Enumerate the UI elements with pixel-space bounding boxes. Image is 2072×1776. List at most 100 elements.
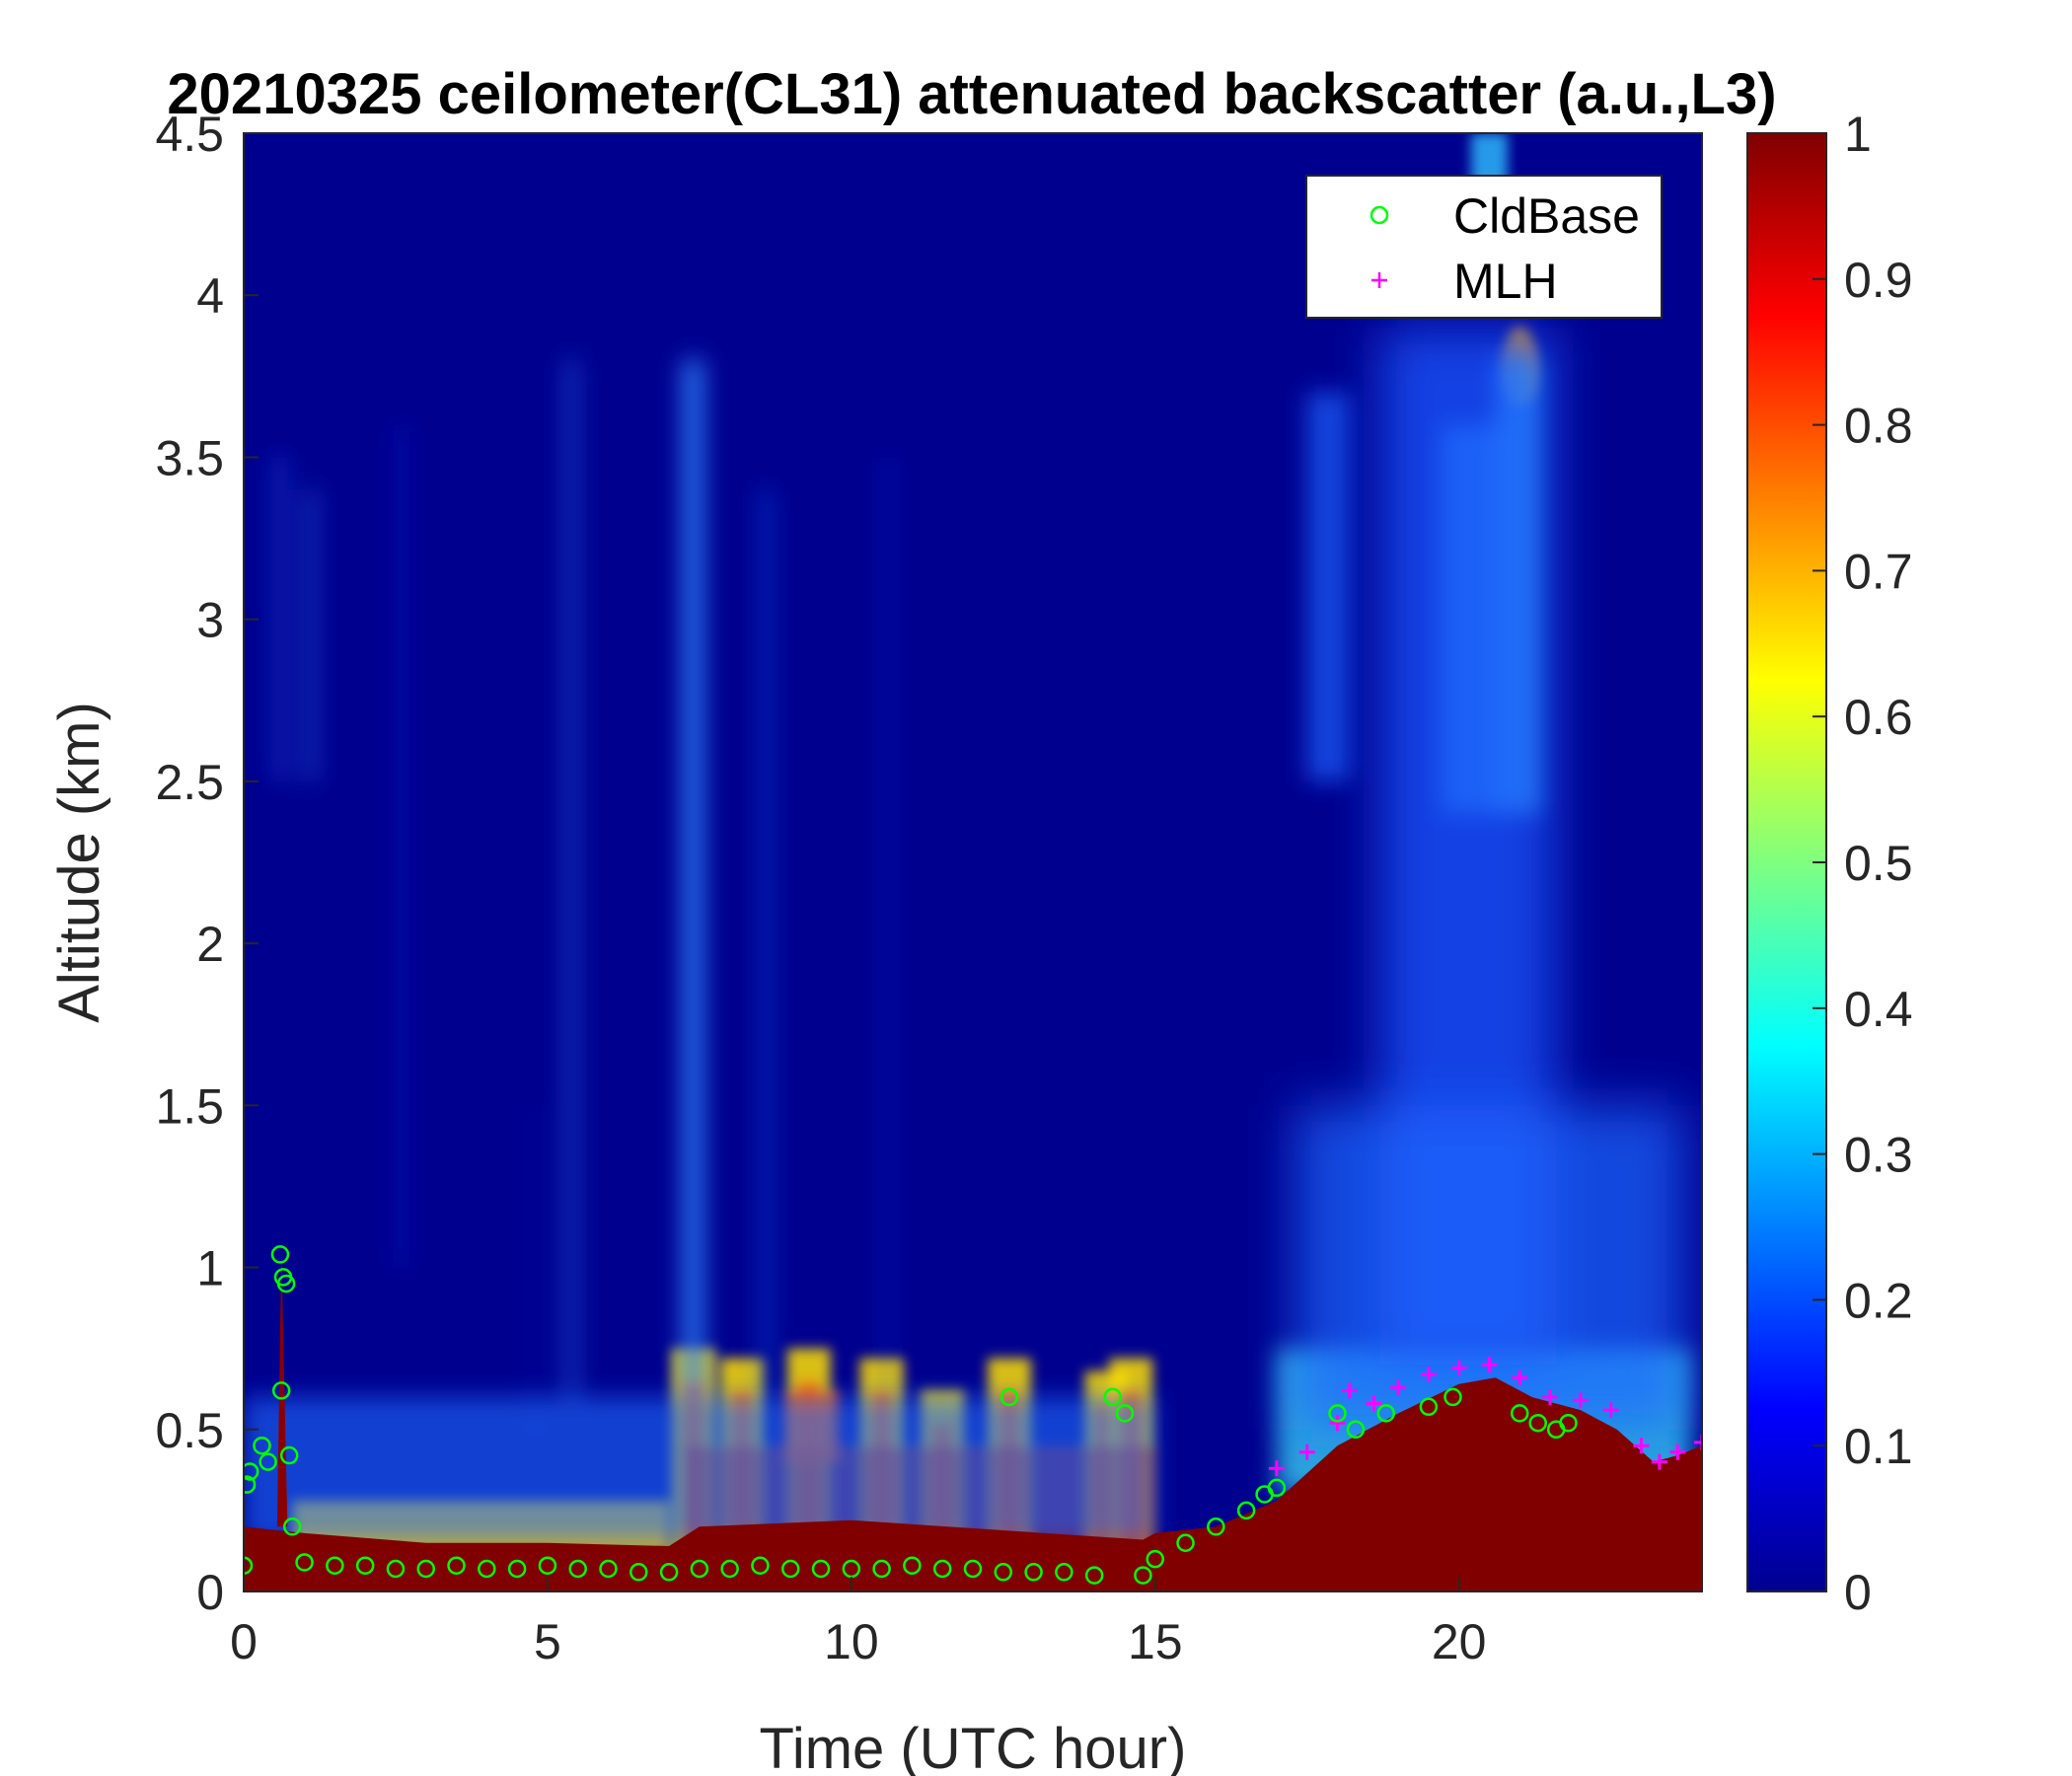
colorbar-tick-label: 0.4	[1844, 982, 1913, 1037]
cldbase-point	[416, 1559, 435, 1579]
colorbar-tick-label: 0.5	[1844, 836, 1913, 891]
cldbase-point	[1346, 1420, 1366, 1440]
cldbase-point	[244, 1462, 259, 1481]
y-axis: 0 0.5 1 1.5 2 2.5 3 3.5 4 4.5	[155, 107, 259, 1620]
cldbase-point	[1084, 1566, 1104, 1585]
cldbase-point	[999, 1387, 1019, 1407]
mlh-point	[1542, 1388, 1559, 1405]
cldbase-point	[1419, 1397, 1439, 1417]
cldbase-point	[271, 1381, 291, 1400]
heatmap	[244, 133, 1702, 1591]
colorbar-tick-label: 0	[1844, 1565, 1872, 1620]
y-tick-label: 2.5	[155, 755, 224, 810]
legend-box	[1305, 175, 1663, 319]
cldbase-point	[270, 1245, 290, 1264]
mlh-point	[1572, 1392, 1589, 1409]
chart-title: 20210325 ceilometer(CL31) attenuated bac…	[167, 62, 1776, 126]
mlh-point	[1602, 1402, 1619, 1419]
cldbase-point	[244, 1556, 254, 1575]
x-tick-label: 5	[534, 1614, 561, 1669]
legend-mlh-marker	[1371, 272, 1387, 288]
mlh-point	[1481, 1357, 1498, 1373]
cldbase-point	[568, 1559, 587, 1579]
cldbase-point	[259, 1452, 277, 1471]
cldbase-point	[326, 1556, 344, 1575]
cldbase-point	[629, 1563, 648, 1582]
mlh-point	[1298, 1443, 1315, 1460]
mlh-point	[1420, 1366, 1437, 1382]
cldbase-point	[751, 1556, 770, 1575]
cldbase-point	[811, 1559, 831, 1579]
y-tick-label: 3.5	[155, 430, 224, 485]
y-tick-label: 2	[196, 917, 224, 972]
colorbar-tick-label: 0.2	[1844, 1273, 1913, 1328]
cldbase-point	[1328, 1404, 1347, 1423]
y-axis-label: Altitude (km)	[47, 702, 111, 1023]
cldbase-point	[1559, 1413, 1578, 1433]
plot-frame	[243, 132, 1703, 1592]
y-tick-label: 0	[196, 1565, 224, 1620]
cldbase-point	[478, 1559, 496, 1579]
cldbase-point	[903, 1556, 922, 1575]
cldbase-point	[355, 1556, 375, 1575]
mlh-point	[1366, 1395, 1382, 1412]
x-tick-label: 10	[824, 1614, 879, 1669]
cldbase-point	[720, 1559, 739, 1579]
cldbase-point	[1055, 1563, 1073, 1582]
mlh-point	[1268, 1460, 1285, 1477]
legend-cldbase-marker	[1369, 205, 1389, 225]
colorbar-tick-label: 0.6	[1844, 690, 1913, 745]
legend: CldBase MLH	[1305, 175, 1663, 319]
cldbase-point	[1024, 1563, 1043, 1582]
cldbase-point	[1115, 1404, 1135, 1423]
cldbase-point	[781, 1559, 800, 1579]
mlh-point	[1512, 1369, 1528, 1386]
cldbase-point	[1443, 1387, 1462, 1407]
mlh-series	[1268, 1357, 1702, 1477]
cldbase-point	[283, 1517, 302, 1536]
cldbase-point	[276, 1274, 296, 1294]
cldbase-point	[386, 1559, 406, 1579]
mlh-point	[1651, 1453, 1667, 1470]
legend-entry-mlh: MLH	[1453, 254, 1558, 309]
cldbase-point	[1134, 1566, 1152, 1585]
mlh-point	[1694, 1434, 1702, 1450]
cldbase-point	[1176, 1533, 1195, 1552]
y-tick-label: 4	[196, 268, 224, 324]
y-tick-label: 3	[196, 593, 224, 648]
cldbase-point	[1236, 1501, 1256, 1520]
mlh-point	[1329, 1415, 1346, 1432]
x-tick-label: 20	[1432, 1614, 1487, 1669]
cldbase-point	[1376, 1404, 1396, 1423]
cldbase-point	[659, 1563, 679, 1582]
x-tick-label: 0	[230, 1614, 258, 1669]
cldbase-point	[932, 1559, 952, 1579]
cldbase-point	[1103, 1387, 1122, 1407]
colorbar-tick-label: 0.1	[1844, 1419, 1913, 1474]
y-tick-label: 1	[196, 1241, 224, 1296]
cldbase-series	[244, 1245, 1578, 1585]
cldbase-point	[1207, 1517, 1225, 1536]
colorbar-tick-label: 0.9	[1844, 253, 1913, 308]
colorbar-tick-label: 0.7	[1844, 544, 1913, 599]
y-tick-label: 4.5	[155, 107, 224, 162]
cldbase-point	[1267, 1478, 1287, 1498]
cldbase-point	[295, 1553, 314, 1572]
cldbase-point	[507, 1559, 527, 1579]
cldbase-point	[1511, 1404, 1529, 1423]
legend-entry-cldbase: CldBase	[1453, 188, 1640, 244]
mlh-point	[1341, 1382, 1358, 1399]
cldbase-point	[690, 1559, 709, 1579]
cldbase-point	[253, 1436, 271, 1455]
cldbase-point	[279, 1445, 299, 1465]
cldbase-point	[538, 1556, 557, 1575]
cldbase-point	[872, 1559, 891, 1579]
colorbar: 0 0.1 0.2 0.3 0.4 0.5 0.6 0.7 0.8 0.9 1	[1746, 107, 1913, 1620]
mlh-point	[1669, 1443, 1686, 1460]
cldbase-point	[1146, 1549, 1164, 1569]
cldbase-point	[1528, 1413, 1547, 1433]
x-tick-label: 15	[1128, 1614, 1183, 1669]
cldbase-point	[599, 1559, 618, 1579]
cldbase-point	[447, 1556, 466, 1575]
